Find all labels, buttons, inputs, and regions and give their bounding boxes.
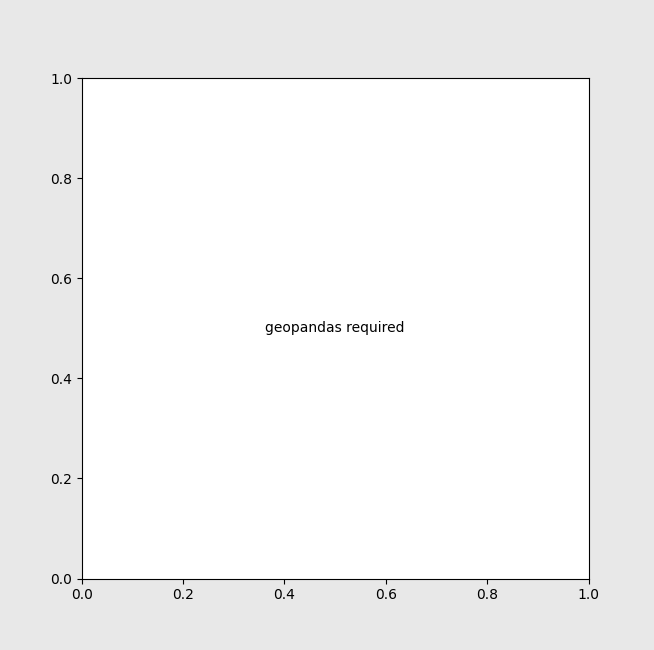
Text: geopandas required: geopandas required: [266, 321, 405, 335]
